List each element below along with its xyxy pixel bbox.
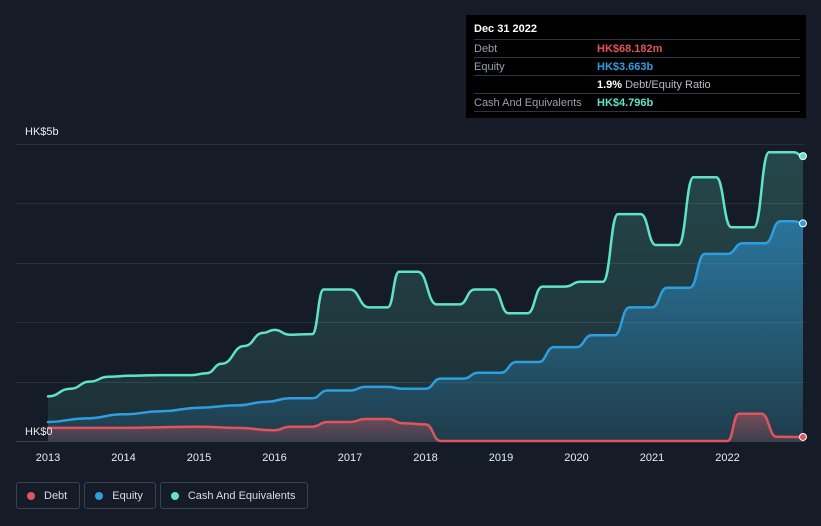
equity-line	[46, 219, 805, 424]
tooltip-ratio-label: Debt/Equity Ratio	[625, 78, 711, 91]
tooltip-equity-value: HK$3.663b	[597, 60, 654, 73]
tooltip-cash-row: Cash And Equivalents HK$4.796b	[474, 93, 800, 112]
x-tick-label: 2017	[338, 452, 362, 464]
legend-item-equity[interactable]: Equity	[84, 482, 156, 509]
tooltip-date: Dec 31 2022	[474, 23, 537, 35]
y-tick-label: HK$5b	[25, 126, 59, 138]
cash-and-equivalents-line	[46, 151, 805, 398]
legend-item-cash[interactable]: Cash And Equivalents	[159, 482, 309, 509]
x-tick-label: 2021	[640, 452, 664, 464]
x-tick-label: 2013	[36, 452, 60, 464]
tooltip-debt-row: Debt HK$68.182m	[474, 39, 800, 57]
x-tick-label: 2018	[413, 452, 437, 464]
legend-item-debt[interactable]: Debt	[16, 482, 81, 509]
tooltip-debt-label: Debt	[474, 42, 498, 55]
legend: Debt Equity Cash And Equivalents	[16, 482, 309, 509]
equity-dot-icon	[95, 491, 104, 500]
tooltip-cash-label: Cash And Equivalents	[474, 96, 582, 109]
equity-area	[48, 221, 803, 441]
tooltip-equity-row: Equity HK$3.663b	[474, 57, 800, 75]
x-tick-label: 2016	[262, 452, 286, 464]
debt-area	[48, 413, 803, 441]
tooltip-debt-value: HK$68.182m	[597, 42, 663, 55]
y-tick-label: HK$0	[25, 426, 53, 438]
tooltip-equity-label: Equity	[474, 60, 505, 73]
x-tick-label: 2019	[489, 452, 513, 464]
legend-debt-label: Debt	[44, 489, 68, 502]
x-tick-label: 2015	[187, 452, 211, 464]
debt-line	[46, 412, 805, 443]
equity-end-marker	[798, 219, 807, 228]
tooltip-ratio-row: 1.9% Debt/Equity Ratio	[474, 75, 800, 93]
legend-cash-label: Cash And Equivalents	[187, 489, 296, 502]
x-tick-label: 2022	[715, 452, 739, 464]
debt-end-marker	[798, 432, 807, 441]
cash-and-equivalents-end-marker	[798, 152, 807, 161]
x-tick-label: 2020	[564, 452, 588, 464]
legend-equity-label: Equity	[112, 489, 143, 502]
tooltip-cash-value: HK$4.796b	[597, 96, 654, 109]
debt-dot-icon	[27, 491, 35, 500]
tooltip-panel: Dec 31 2022 Debt HK$68.182m Equity HK$3.…	[466, 15, 806, 118]
x-tick-label: 2014	[111, 452, 135, 464]
tooltip-ratio-value: 1.9%	[597, 78, 623, 91]
cash-dot-icon	[170, 491, 179, 500]
